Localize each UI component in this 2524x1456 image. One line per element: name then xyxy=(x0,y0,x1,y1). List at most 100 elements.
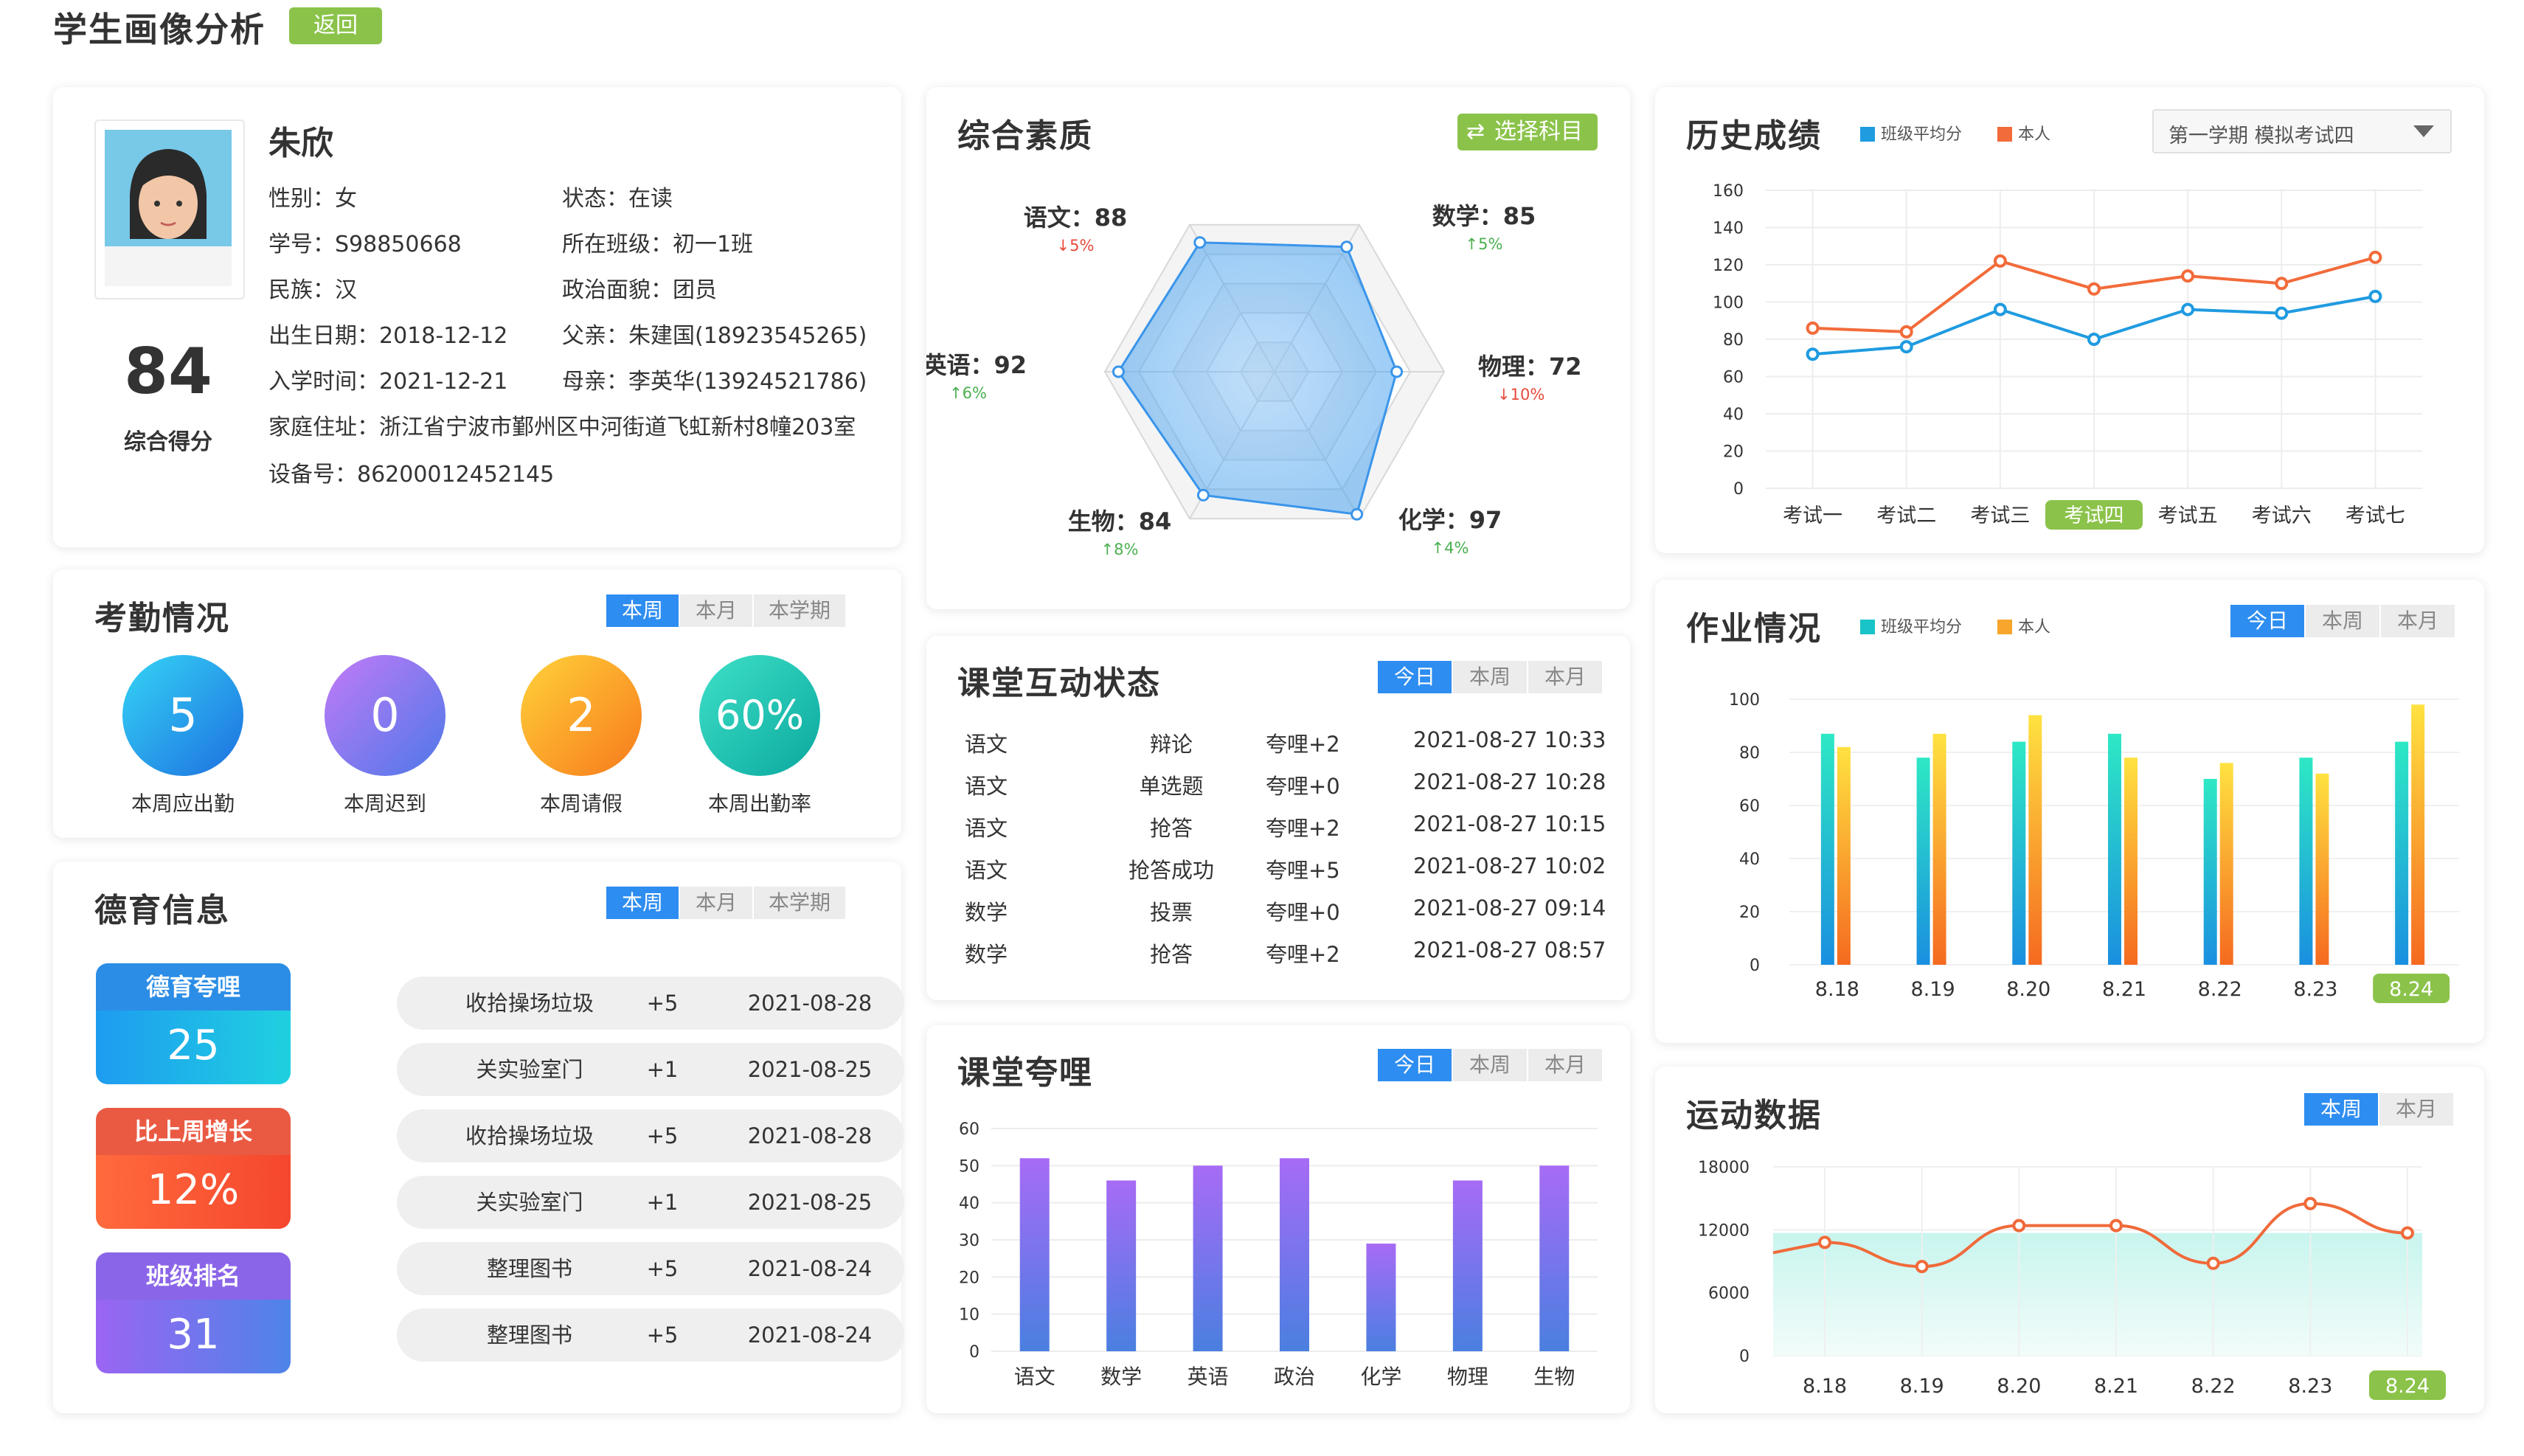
praise-x-tick: 英语 xyxy=(1188,1365,1229,1389)
history-y-tick: 140 xyxy=(1713,220,1744,238)
swap-icon: ⇄ xyxy=(1466,119,1485,145)
info-student-id: 学号：S98850668 xyxy=(268,232,462,257)
sports-x-tick: 8.24 xyxy=(2385,1375,2430,1398)
expected-attendance-label: 本周应出勤 xyxy=(131,791,235,816)
back-button[interactable]: 返回 xyxy=(289,7,382,44)
history-x-tick: 考试六 xyxy=(2252,505,2312,527)
leave-label: 本周请假 xyxy=(539,791,623,816)
radar-point xyxy=(1340,240,1353,254)
homework-bar xyxy=(2411,704,2425,965)
homework-card: 作业情况 班级平均分 本人 今日 本周 本月 0 20 40 60 80 100 8.18 8… xyxy=(1655,580,2484,1043)
praise-y-tick: 60 xyxy=(959,1120,980,1139)
record-date: 2021-08-25 xyxy=(747,1057,873,1082)
moral-points-label: 德育夸哩 xyxy=(96,963,291,1010)
radar-change-label: ↑5% xyxy=(1466,235,1503,253)
history-point xyxy=(1899,340,1913,354)
history-x-tick: 考试一 xyxy=(1783,505,1842,527)
record-date: 2021-08-28 xyxy=(747,1123,873,1148)
praise-x-tick: 化学 xyxy=(1360,1365,1401,1389)
praise-x-tick: 语文 xyxy=(1014,1365,1055,1389)
homework-bar xyxy=(1837,746,1851,965)
record-points: +1 xyxy=(646,1190,679,1215)
praise-x-tick: 政治 xyxy=(1274,1365,1315,1389)
history-x-tick: 考试四 xyxy=(2064,505,2124,527)
interaction-activity: 抢答 xyxy=(1149,942,1193,967)
tab-month[interactable]: 本月 xyxy=(2381,605,2455,637)
attendance-tabs: 本周 本月 本学期 xyxy=(606,594,845,627)
attendance-title: 考勤情况 xyxy=(94,600,230,637)
moral-points-badge: 德育夸哩 25 xyxy=(96,963,291,1084)
homework-x-tick: 8.24 xyxy=(2389,978,2433,1001)
record-points: +5 xyxy=(646,991,679,1016)
page-title: 学生画像分析 xyxy=(53,10,266,49)
sports-card: 运动数据 本周 本月 0 6000 12000 18000 8.18 8.19 8.20 8.… xyxy=(1655,1067,2484,1413)
growth-value: 12% xyxy=(96,1155,291,1229)
history-y-tick: 100 xyxy=(1713,294,1744,313)
tab-month[interactable]: 本月 xyxy=(1528,661,1602,693)
legend-label: 本人 xyxy=(2018,618,2051,637)
homework-chart: 0 20 40 60 80 100 8.18 8.19 8.20 8.21 8.22 8.23 8.24 xyxy=(1729,691,2459,1003)
record-date: 2021-08-25 xyxy=(747,1190,873,1215)
interaction-subject: 语文 xyxy=(965,774,1008,799)
praise-bar xyxy=(1106,1180,1137,1351)
homework-bar xyxy=(2028,715,2042,965)
history-y-tick: 60 xyxy=(1723,369,1744,387)
tab-month[interactable]: 本月 xyxy=(680,594,754,627)
radar-point xyxy=(1390,365,1404,378)
tab-week[interactable]: 本周 xyxy=(1453,1049,1528,1081)
history-point xyxy=(2275,277,2289,291)
record-points: +5 xyxy=(646,1256,679,1281)
sports-x-tick: 8.18 xyxy=(1803,1375,1847,1398)
praise-y-tick: 20 xyxy=(959,1269,980,1287)
tab-semester[interactable]: 本学期 xyxy=(754,887,845,919)
history-point xyxy=(1899,325,1913,339)
homework-bar xyxy=(2219,763,2233,965)
history-point xyxy=(2087,282,2101,296)
history-point xyxy=(1993,302,2007,316)
interaction-activity: 辩论 xyxy=(1149,732,1193,757)
tab-today[interactable]: 今日 xyxy=(1378,1049,1453,1081)
homework-y-tick: 80 xyxy=(1739,744,1760,763)
exam-select[interactable]: 第一学期 模拟考试四 xyxy=(2152,109,2452,153)
history-point xyxy=(1806,347,1820,361)
radar-change-label: ↓10% xyxy=(1497,386,1544,403)
moral-points-value: 25 xyxy=(96,1010,291,1084)
tab-month[interactable]: 本月 xyxy=(680,887,754,919)
radar-axis-label: 数学：85 xyxy=(1432,202,1536,230)
tab-week[interactable]: 本周 xyxy=(1453,661,1528,693)
interaction-time: 2021-08-27 10:33 xyxy=(1413,727,1606,752)
sports-point xyxy=(2303,1196,2317,1210)
history-title: 历史成绩 xyxy=(1686,117,1822,155)
select-subject-button[interactable]: ⇄ 选择科目 xyxy=(1457,114,1598,150)
sports-point xyxy=(2401,1226,2414,1240)
interaction-activity: 抢答 xyxy=(1149,816,1193,841)
tab-week[interactable]: 本周 xyxy=(2306,605,2381,637)
interaction-points: 夸哩+2 xyxy=(1266,942,1340,967)
info-mother: 母亲：李英华(13924521786) xyxy=(562,369,867,395)
homework-bar xyxy=(2124,758,2138,965)
history-point xyxy=(2275,306,2289,320)
radar-chart: 语文：88 ↓5% 数学：85 ↑5% 物理：72 ↓10% 化学：97 ↑4% 生物：84 ↑8… xyxy=(926,202,1582,558)
tab-semester[interactable]: 本学期 xyxy=(754,594,845,627)
tab-week[interactable]: 本周 xyxy=(606,887,680,919)
sports-point xyxy=(1818,1235,1831,1249)
tab-week[interactable]: 本周 xyxy=(2304,1093,2379,1126)
praise-tabs: 今日 本周 本月 xyxy=(1378,1049,1602,1081)
tab-month[interactable]: 本月 xyxy=(1528,1049,1602,1081)
info-enroll-date: 入学时间：2021-12-21 xyxy=(268,369,508,395)
praise-y-tick: 0 xyxy=(969,1343,980,1362)
tab-month[interactable]: 本月 xyxy=(2379,1093,2453,1126)
radar-change-label: ↑4% xyxy=(1432,539,1469,557)
interaction-time: 2021-08-27 10:15 xyxy=(1413,811,1606,836)
sports-area xyxy=(1773,1233,2422,1356)
praise-bar xyxy=(1366,1244,1396,1351)
history-chart: 0 20 40 60 80 100 120 140 160 考试一 考试二 考试三 考试四 考试五 考试六 考… xyxy=(1713,182,2422,530)
sports-x-tick: 8.20 xyxy=(1997,1375,2041,1398)
moral-record-row: 收拾操场垃圾 +5 2021-08-28 xyxy=(397,977,904,1030)
tab-week[interactable]: 本周 xyxy=(606,594,680,627)
tab-today[interactable]: 今日 xyxy=(2230,605,2306,637)
homework-bar xyxy=(2203,779,2217,965)
interaction-subject: 语文 xyxy=(965,858,1008,883)
tab-today[interactable]: 今日 xyxy=(1378,661,1453,693)
praise-bar xyxy=(1539,1165,1570,1351)
